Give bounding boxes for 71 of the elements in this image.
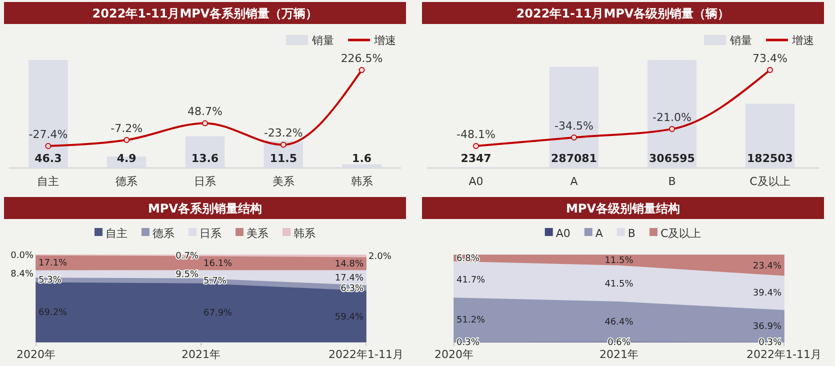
x-tick-label: C及以上 [750,175,790,188]
data-label: 9.5% [176,270,199,280]
x-tick-label: 韩系 [350,175,373,188]
data-label: 59.4% [334,312,364,322]
x-tick-label: 2020年 [16,348,56,361]
data-label: -7.2% [110,122,143,135]
chart-title: MPV各系别销量结构 [148,202,262,216]
data-label: 11.5% [604,256,634,266]
data-label: -27.4% [28,128,68,141]
x-tick-label: A0 [468,175,484,188]
data-label: 0.7% [176,252,199,262]
data-label: 5.7% [204,276,227,287]
x-tick-label: 美系 [272,175,294,188]
legend-label: 增速 [791,34,814,47]
data-label: 5.3% [38,276,62,286]
data-label: 6.3% [340,284,364,294]
data-label: 2347 [460,152,492,165]
x-tick-label: 2022年1-11月 [328,348,404,361]
data-label: 39.4% [752,288,782,299]
data-label: -48.1% [456,128,496,141]
data-label: 226.5% [340,52,383,65]
data-label: 17.4% [334,273,364,284]
data-label: 6.8% [456,254,480,264]
legend-label: C及以上 [660,227,702,240]
data-label: 11.5 [270,152,297,165]
x-tick-label: A [570,175,578,188]
data-label: 73.4% [752,52,788,65]
data-label: -21.0% [652,111,692,124]
data-label: 2.0% [368,252,392,262]
x-tick-label: 2022年1-11月 [746,348,822,361]
data-label: 306595 [649,152,695,165]
legend-label: 销量 [729,34,752,47]
legend-label: 增速 [373,34,396,47]
data-label: 67.9% [204,308,233,319]
data-label: 182503 [747,152,793,165]
legend-label: A [595,227,604,240]
data-label: 48.7% [188,105,222,118]
data-label: 16.1% [204,258,233,269]
data-label: 14.8% [334,259,364,270]
x-tick-label: 2021年 [600,348,638,361]
x-tick-label: 2020年 [434,348,474,361]
chart-title: 2022年1-11月MPV各系别销量（万辆） [92,6,318,20]
legend-label: 韩系 [294,227,316,240]
data-label: 17.1% [38,258,68,269]
chart-title: MPV各级别销量结构 [566,202,680,216]
legend-label: 美系 [246,227,268,240]
data-label: 41.7% [456,275,486,286]
legend-label: 日系 [200,227,222,240]
data-label: -34.5% [554,119,594,132]
legend-label: A0 [556,227,570,240]
legend-label: 德系 [152,227,174,240]
data-label: 8.4% [10,270,34,280]
data-label: 1.6 [352,152,372,165]
data-label: 0.0% [10,251,34,262]
data-label: 46.3 [34,152,62,165]
data-label: 41.5% [604,279,634,290]
data-label: 23.4% [752,261,782,272]
data-label: 4.9 [116,152,136,165]
x-tick-label: 自主 [37,175,60,188]
x-tick-label: 德系 [116,175,138,188]
legend-label: B [628,227,636,240]
x-tick-label: 日系 [194,175,216,188]
data-label: 69.2% [38,308,68,318]
x-tick-label: B [668,175,676,188]
legend-label: 自主 [106,227,128,240]
data-label: -23.2% [264,126,303,140]
data-label: 287081 [551,152,597,165]
chart-title: 2022年1-11月MPV各级别销量（辆） [516,6,730,20]
data-label: 13.6 [191,152,219,165]
x-tick-label: 2021年 [182,348,220,361]
legend-label: 销量 [311,34,334,47]
